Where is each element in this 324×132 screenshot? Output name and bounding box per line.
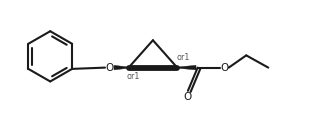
Text: or1: or1 bbox=[127, 72, 140, 81]
Text: or1: or1 bbox=[176, 53, 190, 62]
Text: O: O bbox=[105, 63, 114, 73]
Polygon shape bbox=[177, 65, 196, 70]
Text: O: O bbox=[220, 63, 228, 73]
Polygon shape bbox=[114, 65, 129, 70]
Text: O: O bbox=[184, 92, 192, 102]
